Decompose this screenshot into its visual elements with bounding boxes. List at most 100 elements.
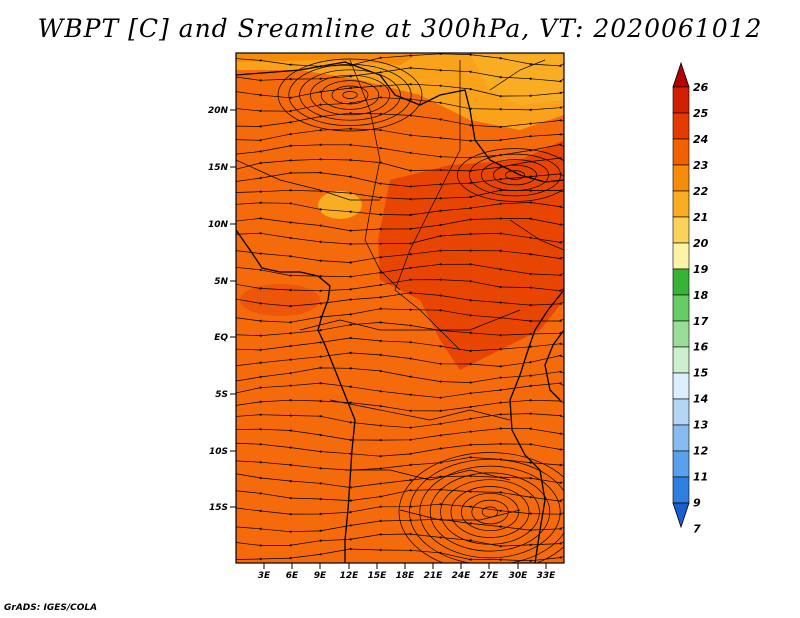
vortex-streamline — [461, 492, 519, 532]
colorbar-swatch — [672, 424, 690, 452]
lat-label: 5S — [215, 390, 228, 400]
streamlines — [236, 53, 564, 563]
vortex-streamline — [277, 58, 423, 132]
lat-label: 5N — [214, 277, 228, 287]
vortex-streamline — [481, 506, 499, 518]
streamline — [236, 231, 564, 246]
lon-label: 30E — [509, 571, 529, 581]
vortex-streamline — [398, 452, 564, 563]
streamline — [236, 442, 564, 458]
vortex-streamline — [505, 170, 525, 180]
vortex-streamline — [320, 80, 380, 110]
coastlines — [236, 61, 564, 563]
vortex-streamline — [450, 486, 530, 538]
colorbar-swatch — [672, 294, 690, 322]
lon-label: 27E — [480, 571, 500, 581]
colorbar-bottom-arrow — [672, 502, 690, 529]
streamline — [236, 321, 564, 337]
lon-axis: 3E 6E 9E 12E 15E 18E 21E 24E 27E 30E 33E — [258, 563, 556, 581]
lat-axis: 20N 15N 10N 5N EQ 5S 10S 15S — [208, 106, 236, 513]
lat-label: 15N — [208, 163, 229, 173]
colorbar-label: 13 — [693, 419, 709, 432]
vortex-streamline — [419, 465, 561, 559]
streamline — [236, 262, 564, 279]
streamline — [236, 547, 564, 563]
lon-label: 6E — [286, 571, 299, 581]
colorbar-swatch — [672, 138, 690, 166]
lon-label: 33E — [537, 571, 557, 581]
streamline — [236, 291, 564, 308]
colorbar-swatch — [672, 476, 690, 504]
lon-label: 3E — [258, 571, 271, 581]
streamline — [236, 127, 564, 143]
lat-label: 20N — [208, 106, 229, 116]
streamline — [236, 66, 564, 83]
colorbar-swatch — [672, 242, 690, 270]
lon-label: 18E — [396, 571, 416, 581]
lon-label: 9E — [314, 571, 327, 581]
colorbar-swatch — [672, 112, 690, 140]
streamline — [236, 249, 564, 264]
streamline — [236, 366, 564, 384]
lon-label: 15E — [368, 571, 388, 581]
streamline — [236, 473, 564, 489]
colorbar-label: 21 — [693, 211, 708, 224]
streamline — [236, 217, 564, 233]
streamline — [236, 53, 564, 68]
streamline — [236, 188, 564, 201]
streamline — [236, 96, 564, 113]
colorbar-label: 25 — [693, 107, 709, 120]
streamline — [236, 427, 564, 442]
streamline — [236, 336, 564, 353]
colorbar-label: 22 — [693, 185, 709, 198]
colorbar-label: 26 — [693, 81, 709, 94]
streamline — [236, 398, 564, 413]
colorbar-label: 12 — [693, 445, 709, 458]
lat-label: EQ — [214, 333, 228, 343]
lon-label: 21E — [424, 571, 444, 581]
colorbar-swatch — [672, 216, 690, 244]
colorbar-label: 24 — [693, 133, 708, 146]
vortex-streamline — [331, 85, 369, 105]
lon-label: 12E — [340, 571, 360, 581]
colorbar-swatch — [672, 190, 690, 218]
map-title: WBPT [C] and Sreamline at 300hPa, VT: 20… — [37, 14, 763, 43]
colorbar: 26 25 24 23 22 21 20 19 18 17 16 15 14 13 12 11 9 7 — [672, 61, 709, 536]
streamline — [236, 171, 564, 188]
colorbar-swatch — [672, 320, 690, 348]
colorbar-label: 7 — [693, 523, 701, 536]
vortex-streamline — [429, 472, 551, 552]
colorbar-swatch — [672, 164, 690, 192]
vortex-streamline — [469, 153, 561, 197]
vortex-streamline — [440, 479, 540, 545]
streamline — [236, 455, 564, 472]
streamline — [236, 532, 564, 548]
colorbar-swatch — [672, 346, 690, 374]
lat-label: 15S — [209, 503, 228, 513]
vortex-streamline — [299, 69, 401, 121]
streamline — [236, 381, 564, 400]
colorbar-label: 18 — [693, 289, 709, 302]
colorbar-label: 9 — [693, 497, 701, 510]
country-borders — [236, 59, 564, 521]
streamline — [236, 157, 564, 173]
vortex-streamline — [457, 148, 564, 202]
colorbar-top-arrow — [672, 61, 690, 88]
streamline — [236, 488, 564, 503]
streamline — [236, 351, 564, 368]
map-panel — [236, 53, 564, 563]
colorbar-swatch — [672, 372, 690, 400]
streamline — [236, 278, 564, 293]
vortex-streamline — [342, 91, 358, 99]
colorbar-label: 17 — [693, 315, 709, 328]
colorbar-label: 23 — [693, 159, 709, 172]
lat-label: 10N — [208, 220, 229, 230]
colorbar-label: 11 — [693, 471, 708, 484]
vortex-streamline — [493, 164, 537, 186]
colorbar-label: 19 — [693, 263, 709, 276]
lon-label: 24E — [452, 571, 472, 581]
credit-text: GrADS: IGES/COLA — [4, 603, 98, 613]
colorbar-label: 20 — [693, 237, 709, 250]
colorbar-swatch — [672, 450, 690, 478]
colorbar-label: 15 — [693, 367, 709, 380]
